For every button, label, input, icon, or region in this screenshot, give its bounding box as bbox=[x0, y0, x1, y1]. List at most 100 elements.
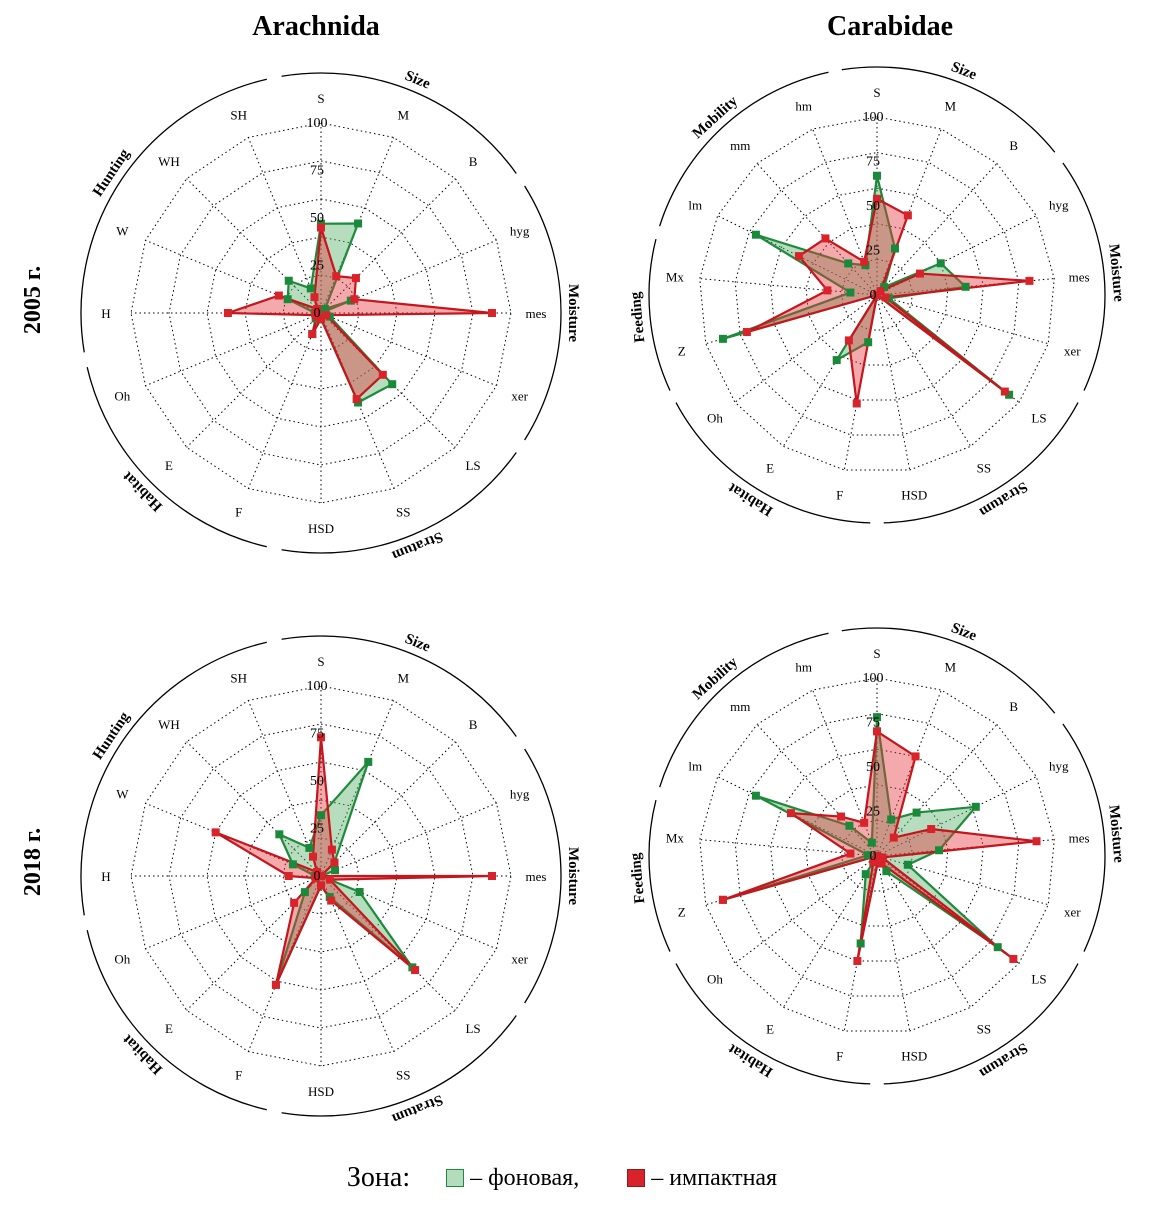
group-arc-mobility bbox=[659, 71, 829, 227]
data-point-background-lm bbox=[751, 230, 760, 239]
data-point-impact-lm bbox=[786, 809, 795, 818]
grid-spoke bbox=[247, 312, 322, 489]
axis-label-s: S bbox=[873, 646, 880, 661]
data-point-impact-lm bbox=[794, 252, 803, 261]
tick-label: 75 bbox=[310, 164, 324, 179]
data-point-background-m bbox=[364, 757, 373, 766]
grid-spoke bbox=[320, 312, 497, 387]
group-label-habitat: Habitat bbox=[120, 468, 166, 514]
data-point-impact-e bbox=[290, 898, 299, 907]
axis-label-hsd: HSD bbox=[901, 1049, 927, 1064]
group-arc-stratum bbox=[281, 1015, 517, 1117]
data-point-impact-mm bbox=[821, 234, 830, 243]
data-point-impact-hm bbox=[860, 818, 869, 827]
axis-label-ls: LS bbox=[1031, 410, 1046, 425]
tick-label: 50 bbox=[310, 774, 324, 789]
axis-label-s: S bbox=[317, 654, 324, 669]
axis-label-mes: mes bbox=[1069, 269, 1090, 284]
data-point-impact-m bbox=[903, 211, 912, 220]
data-point-background-xer bbox=[355, 887, 364, 896]
group-arc-size bbox=[841, 66, 1056, 153]
tick-label: 100 bbox=[307, 116, 328, 131]
axis-label-sh: SH bbox=[230, 107, 247, 122]
axis-label-b: B bbox=[469, 717, 478, 732]
data-point-impact-f bbox=[852, 399, 861, 408]
group-arc-size bbox=[281, 72, 517, 174]
grid-spoke bbox=[186, 178, 322, 314]
data-point-impact-hm bbox=[860, 257, 869, 266]
axis-label-oh: Oh bbox=[707, 971, 723, 986]
row-label-2005: 2005 г. bbox=[20, 266, 46, 334]
group-arc-moisture bbox=[1062, 162, 1106, 391]
data-point-impact-oh bbox=[311, 874, 320, 883]
data-point-background-f bbox=[856, 939, 865, 948]
group-arc-feeding bbox=[648, 799, 671, 952]
axis-label-b: B bbox=[1009, 138, 1018, 153]
axis-label-xer: xer bbox=[1064, 344, 1081, 359]
axis-label-hm: hm bbox=[795, 660, 812, 675]
legend-item-impact: – импактная bbox=[627, 1165, 777, 1192]
data-point-impact-hyg bbox=[317, 872, 325, 880]
group-arc-moisture bbox=[524, 185, 562, 441]
axis-label-ss: SS bbox=[396, 1068, 410, 1083]
axis-label-ls: LS bbox=[1031, 971, 1046, 986]
grid-spoke bbox=[186, 312, 322, 448]
grid-spoke bbox=[320, 875, 456, 1011]
axis-label-ss: SS bbox=[977, 1022, 991, 1037]
data-point-impact-ss bbox=[327, 896, 336, 905]
data-point-background-sh bbox=[305, 843, 314, 852]
grid-spoke bbox=[145, 875, 322, 950]
axis-label-ls: LS bbox=[465, 1021, 480, 1036]
data-point-impact-mes bbox=[1025, 276, 1034, 285]
axis-label-s: S bbox=[317, 91, 324, 106]
tick-label: 100 bbox=[863, 110, 884, 125]
data-point-background-e bbox=[832, 356, 841, 365]
data-point-impact-hsd bbox=[317, 314, 325, 323]
data-point-background-xer bbox=[903, 860, 912, 869]
group-arc-hunting bbox=[80, 641, 267, 916]
axis-label-m: M bbox=[945, 660, 957, 675]
grid-ring bbox=[699, 677, 1055, 1032]
group-arc-moisture bbox=[524, 748, 562, 1004]
group-arc-stratum bbox=[883, 963, 1079, 1085]
series-area-impact bbox=[214, 736, 494, 986]
group-label-moisture: Moisture bbox=[565, 847, 581, 905]
legend-item-background: – фоновая, bbox=[446, 1165, 579, 1192]
axis-label-s: S bbox=[873, 85, 880, 100]
axis-label-hsd: HSD bbox=[308, 521, 334, 536]
group-label-moisture: Moisture bbox=[1105, 243, 1126, 303]
title-arachnida: Arachnida bbox=[252, 11, 380, 42]
data-point-background-ls bbox=[388, 380, 397, 389]
axis-label-wh: WH bbox=[158, 717, 180, 732]
data-point-background-m bbox=[887, 815, 896, 824]
axis-label-hyg: hyg bbox=[1049, 759, 1069, 774]
axis-label-f: F bbox=[836, 1049, 843, 1064]
data-point-impact-z bbox=[742, 328, 751, 337]
data-point-background-wh bbox=[284, 276, 293, 285]
axis-label-hyg: hyg bbox=[1049, 198, 1069, 213]
group-arc-stratum bbox=[883, 402, 1079, 524]
axis-label-hyg: hyg bbox=[510, 224, 530, 239]
data-point-impact-mx bbox=[846, 849, 855, 858]
data-point-impact-f bbox=[853, 956, 862, 965]
group-label-feeding: Feeding bbox=[628, 291, 649, 344]
group-arc-size bbox=[841, 627, 1056, 714]
data-point-impact-e bbox=[869, 858, 878, 867]
data-point-impact-hyg bbox=[916, 269, 925, 278]
tick-label: 75 bbox=[866, 155, 880, 170]
data-point-impact-b bbox=[351, 274, 360, 283]
radar-arachnida-2018: 0255075100SMBhygmesxerLSSSHSDFEOhHWWHSHS… bbox=[80, 631, 581, 1127]
axis-label-mm: mm bbox=[730, 138, 750, 153]
data-point-impact-e bbox=[844, 336, 853, 345]
data-point-background-m bbox=[354, 219, 363, 228]
title-carabidae: Carabidae bbox=[827, 11, 953, 42]
data-point-impact-b bbox=[330, 858, 339, 867]
radar-figure: Arachnida Carabidae 2005 г. 2018 г. 0 25 5… bbox=[20, 11, 1127, 1127]
data-point-background-w bbox=[288, 860, 297, 869]
grid-spoke bbox=[876, 294, 911, 471]
data-point-impact-z bbox=[718, 895, 727, 904]
data-point-impact-ls bbox=[411, 966, 420, 975]
group-arc-hunting bbox=[80, 78, 267, 353]
group-arc-stratum bbox=[281, 452, 517, 554]
